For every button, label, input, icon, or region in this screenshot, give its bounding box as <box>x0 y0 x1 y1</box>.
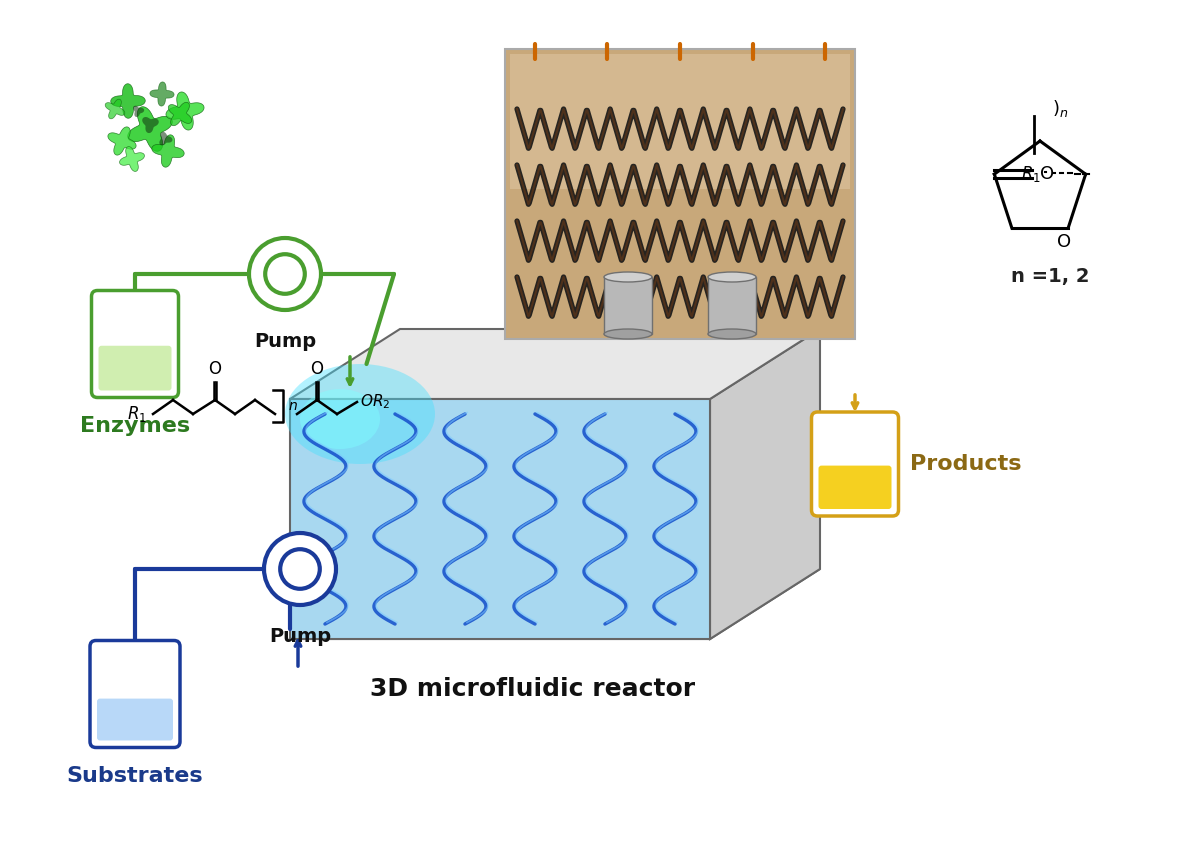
Polygon shape <box>708 277 756 334</box>
Circle shape <box>264 533 336 605</box>
FancyBboxPatch shape <box>818 465 892 509</box>
FancyBboxPatch shape <box>97 699 173 740</box>
Polygon shape <box>168 103 192 126</box>
Ellipse shape <box>604 272 652 282</box>
Circle shape <box>281 549 319 589</box>
Text: Substrates: Substrates <box>67 766 203 786</box>
Text: Pump: Pump <box>269 627 331 646</box>
Text: Products: Products <box>910 454 1021 474</box>
Text: n =1, 2: n =1, 2 <box>1010 267 1090 286</box>
Text: $R_1$: $R_1$ <box>127 404 146 424</box>
Polygon shape <box>106 99 125 119</box>
Polygon shape <box>160 132 173 145</box>
FancyBboxPatch shape <box>90 640 180 747</box>
Text: O: O <box>1040 166 1055 183</box>
Text: Pump: Pump <box>254 332 316 351</box>
Polygon shape <box>290 329 820 399</box>
Polygon shape <box>290 399 710 639</box>
FancyBboxPatch shape <box>91 290 179 397</box>
FancyBboxPatch shape <box>811 412 899 516</box>
Circle shape <box>250 238 322 310</box>
Polygon shape <box>166 92 204 130</box>
Polygon shape <box>127 107 173 151</box>
Text: 3D microfluidic reactor: 3D microfluidic reactor <box>371 677 696 701</box>
Text: $)_n$: $)_n$ <box>1052 98 1068 119</box>
Polygon shape <box>510 54 850 189</box>
Polygon shape <box>505 49 856 339</box>
Polygon shape <box>133 106 144 117</box>
FancyBboxPatch shape <box>98 346 172 391</box>
Text: n: n <box>289 399 298 413</box>
Ellipse shape <box>300 389 380 449</box>
Ellipse shape <box>708 272 756 282</box>
Text: $R_1$: $R_1$ <box>1021 164 1040 184</box>
Ellipse shape <box>708 329 756 339</box>
Polygon shape <box>108 127 136 155</box>
Ellipse shape <box>604 329 652 339</box>
Polygon shape <box>710 329 820 639</box>
Text: Enzymes: Enzymes <box>80 416 190 436</box>
Polygon shape <box>120 147 144 171</box>
Text: O: O <box>311 360 324 378</box>
Polygon shape <box>604 277 652 334</box>
Text: $OR_2$: $OR_2$ <box>360 392 390 412</box>
Polygon shape <box>143 117 158 133</box>
Text: O: O <box>1057 233 1072 250</box>
Polygon shape <box>110 84 145 118</box>
Polygon shape <box>290 569 820 639</box>
Text: O: O <box>209 360 222 378</box>
Ellipse shape <box>284 364 434 464</box>
Polygon shape <box>150 82 174 106</box>
Polygon shape <box>152 135 184 167</box>
Circle shape <box>265 254 305 294</box>
